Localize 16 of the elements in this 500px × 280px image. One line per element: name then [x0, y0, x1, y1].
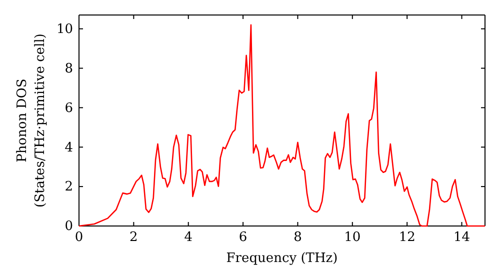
y-tick-label: 2: [64, 180, 73, 195]
x-tick-label: 2: [130, 230, 138, 246]
x-tick-label: 10: [344, 230, 361, 246]
x-tick-label: 0: [74, 230, 84, 246]
y-tick-label: 0: [64, 219, 73, 234]
x-tick-label: 6: [238, 230, 248, 246]
y-tick-label: 8: [64, 61, 73, 76]
y-tick-label: 10: [56, 22, 73, 37]
x-tick-label: 8: [294, 230, 302, 246]
x-axis-title: Frequency (THz): [226, 251, 338, 266]
x-tick-label: 14: [453, 230, 470, 246]
y-tick-label: 6: [64, 100, 73, 116]
y-tick-label: 4: [64, 140, 73, 156]
x-tick-label: 12: [398, 230, 416, 246]
y-axis-title: Phonon DOS (States/THz·primitive cell): [15, 33, 48, 208]
x-tick-label: 4: [184, 230, 192, 246]
